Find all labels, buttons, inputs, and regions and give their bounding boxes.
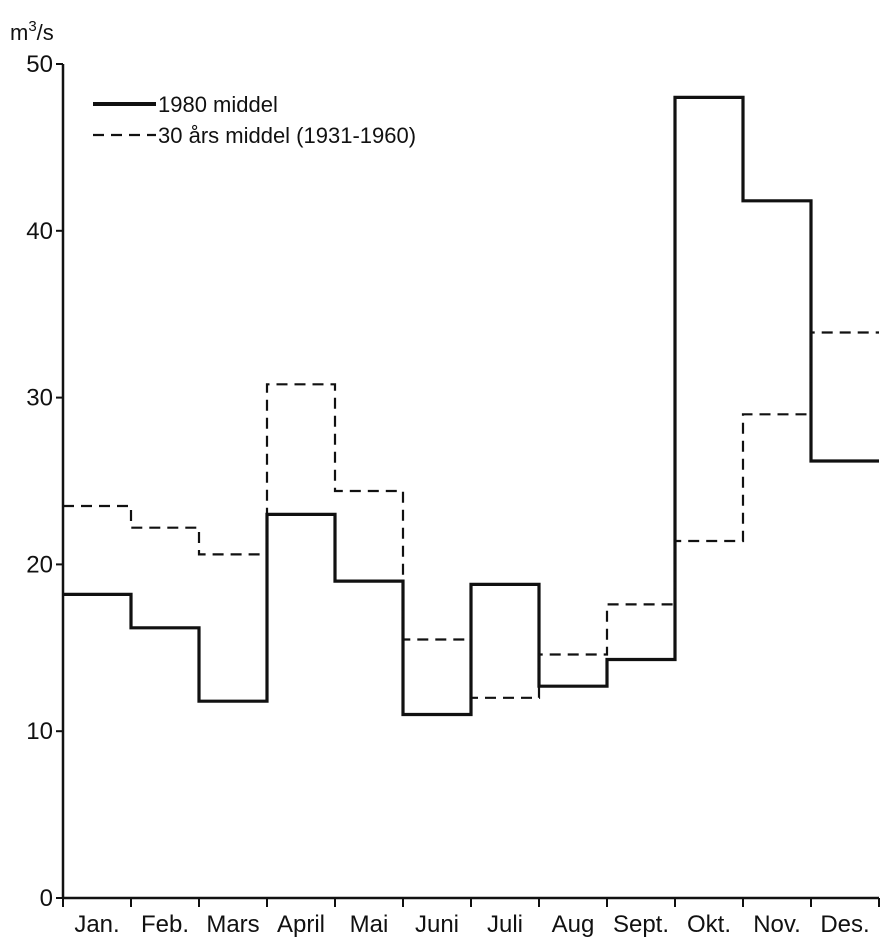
y-tick-label: 20 — [26, 551, 53, 578]
y-unit-suffix: /s — [37, 20, 54, 45]
y-unit-label: m3/s — [10, 18, 54, 45]
x-tick-label: Okt. — [687, 911, 731, 938]
x-ticks: Jan. Feb. Mars April Mai Juni Juli Aug Sept. Okt.… — [62, 898, 880, 938]
x-tick-label: Mai — [350, 911, 389, 938]
series-layer — [63, 95, 879, 717]
x-tick-label: April — [277, 911, 325, 938]
y-ticks: 0 10 20 30 40 50 — [26, 51, 63, 912]
y-unit-superscript: 3 — [28, 18, 36, 35]
series-line-1980-mean — [63, 95, 879, 717]
x-axis: Jan. Feb. Mars April Mai Juni Juli Aug Sept. Okt.… — [62, 896, 880, 938]
y-tick-label: 40 — [26, 218, 53, 245]
legend-label-1980: 1980 middel — [158, 92, 278, 117]
y-tick-label: 30 — [26, 385, 53, 412]
y-unit-base: m — [10, 20, 28, 45]
x-tick-label: Nov. — [753, 911, 801, 938]
series-line-30yr-mean — [63, 331, 879, 699]
y-tick-label: 10 — [26, 718, 53, 745]
x-tick-label: Feb. — [141, 911, 189, 938]
y-axis: 0 10 20 30 40 50 — [26, 51, 65, 912]
x-tick-label: Mars — [206, 911, 259, 938]
x-tick-label: Aug — [552, 911, 595, 938]
x-tick-label: Juli — [487, 911, 523, 938]
x-tick-label: Jan. — [74, 911, 119, 938]
legend: 1980 middel 30 års middel (1931-1960) — [93, 92, 416, 148]
y-tick-label: 0 — [40, 885, 53, 912]
x-tick-label: Juni — [415, 911, 459, 938]
x-tick-label: Sept. — [613, 911, 669, 938]
y-tick-label: 50 — [26, 51, 53, 78]
x-tick-label: Des. — [820, 911, 869, 938]
legend-label-30yr: 30 års middel (1931-1960) — [158, 123, 416, 148]
